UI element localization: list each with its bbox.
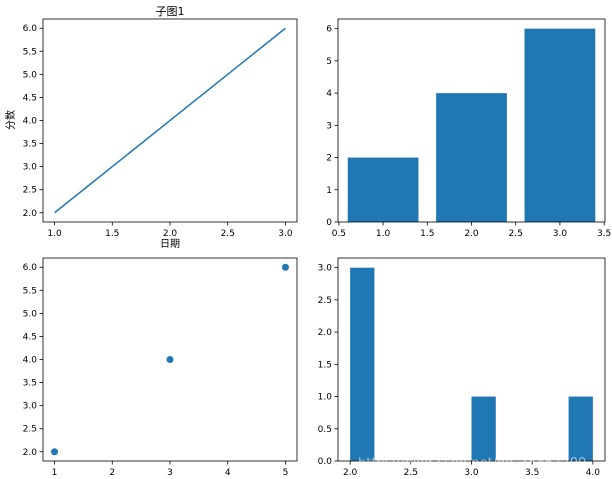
subplot-3-point-3 [281, 263, 289, 271]
subplot-2-xtick-label: 2.0 [464, 229, 479, 239]
subplot-1-xlabel: 日期 [160, 238, 180, 250]
subplot-3-ytick-label: 6.0 [23, 263, 38, 273]
subplot-1-ytick-label: 4.0 [23, 117, 38, 127]
subplot-2-ytick-label: 6 [326, 25, 332, 35]
subplot-2-xtick-label: 0.5 [332, 229, 346, 239]
watermark-text: https://blog.csdn.net/qq_35867200 [358, 456, 586, 471]
subplot-3-xtick-label: 2 [109, 468, 115, 478]
subplot-3-ytick-label: 4.5 [23, 332, 37, 342]
subplot-4-xtick-label: 2.5 [404, 468, 418, 478]
subplot-2-xtick-label: 3.5 [597, 229, 611, 239]
subplot-1-ytick-label: 3.0 [23, 163, 38, 173]
subplot-4-ytick-label: 0.0 [318, 457, 333, 467]
subplot-3-ytick-label: 2.0 [23, 448, 38, 458]
subplot-2-ytick-label: 5 [326, 57, 332, 67]
subplot-4-xtick-label: 2.0 [343, 468, 358, 478]
subplot-3-ytick-label: 5.5 [23, 286, 37, 296]
subplot-1-ytick-label: 2.0 [23, 209, 38, 219]
subplot-1-title: 子图1 [156, 5, 185, 18]
subplot-1-ytick-label: 3.5 [23, 140, 37, 150]
subplot-2-xtick-label: 1.5 [420, 229, 434, 239]
subplot-3-ytick-label: 4.0 [23, 356, 38, 366]
subplot-4-hist-bar-1 [350, 267, 375, 461]
subplot-2-xtick-label: 2.5 [509, 229, 523, 239]
subplot-2-ytick-label: 0 [326, 218, 332, 228]
subplot-2-bar: 0.5 1.0 1.5 2.0 2.5 3.0 3.5 0 1 2 3 4 5 6 [326, 18, 611, 239]
subplot-1-xtick-label: 1.5 [105, 229, 119, 239]
subplot-3-xtick-label: 1 [52, 468, 58, 478]
subplot-1-xtick-label: 2.0 [163, 229, 178, 239]
subplot-4-histogram: 2.0 2.5 3.0 3.5 4.0 0.0 0.5 1.0 1.5 2.0 2.5 3.0 [318, 257, 606, 478]
subplot-1-ytick-label: 5.5 [23, 47, 37, 57]
subplot-2-xtick-label: 1.0 [376, 229, 391, 239]
subplot-1-xtick-label: 3.0 [278, 229, 293, 239]
subplot-4-ytick-label: 2.5 [318, 296, 332, 306]
subplot-3-point-2 [166, 356, 174, 363]
subplot-3-xtick-label: 5 [283, 468, 289, 478]
subplot-1-ylabel: 分数 [4, 110, 17, 130]
subplot-4-ytick-label: 1.0 [318, 393, 333, 403]
subplot-4-ytick-label: 2.0 [318, 328, 333, 338]
subplot-1-xtick-label: 1.0 [47, 229, 62, 239]
subplot-3-ytick-label: 3.5 [23, 379, 37, 389]
subplot-1-xtick-label: 2.5 [221, 229, 235, 239]
subplot-4-xtick-label: 3.5 [525, 468, 539, 478]
subplot-3-point-1 [51, 448, 59, 456]
subplot-2-ytick-label: 1 [326, 186, 332, 196]
subplot-4-ytick-label: 3.0 [318, 264, 333, 274]
subplot-2-bar-1 [347, 157, 419, 222]
subplot-4-ytick-label: 1.5 [318, 360, 332, 370]
subplot-3-ytick-label: 2.5 [23, 425, 37, 435]
subplot-2-bar-2 [436, 93, 507, 222]
subplot-2-ytick-label: 3 [326, 121, 332, 131]
subplot-1-ytick-label: 2.5 [23, 186, 37, 196]
subplot-2-ytick-label: 4 [326, 89, 332, 99]
subplot-1-ytick-label: 6.0 [23, 24, 38, 34]
subplot-4-xtick-label: 3.0 [464, 468, 479, 478]
subplot-4-hist-bar-3 [568, 396, 593, 461]
subplot-1-ytick-label: 4.5 [23, 93, 37, 103]
subplot-3-ytick-label: 3.0 [23, 402, 38, 412]
subplot-3-xtick-label: 4 [225, 468, 231, 478]
subplot-4-ytick-label: 0.5 [318, 425, 332, 435]
subplot-2-bar-3 [524, 28, 596, 222]
subplot-1-ytick-label: 5.0 [23, 70, 38, 80]
subplot-1-line-series [54, 27, 286, 214]
subplot-2-ytick-label: 2 [326, 154, 332, 164]
subplot-2-xtick-label: 3.0 [553, 229, 568, 239]
subplot-4-hist-bar-2 [471, 396, 496, 461]
subplot-3-scatter: 1 2 3 4 5 2.0 2.5 3.0 3.5 4.0 4.5 5.0 5.5 6.0 [23, 257, 298, 478]
subplot-3-xtick-label: 3 [167, 468, 173, 478]
subplot-1-line: 子图1 日期 分数 1.0 1.5 2.0 2.5 3.0 2.0 2.5 3.0 3.5 4.0… [4, 5, 298, 250]
subplot-4-xtick-label: 4.0 [586, 468, 601, 478]
subplot-3-ytick-label: 5.0 [23, 309, 38, 319]
